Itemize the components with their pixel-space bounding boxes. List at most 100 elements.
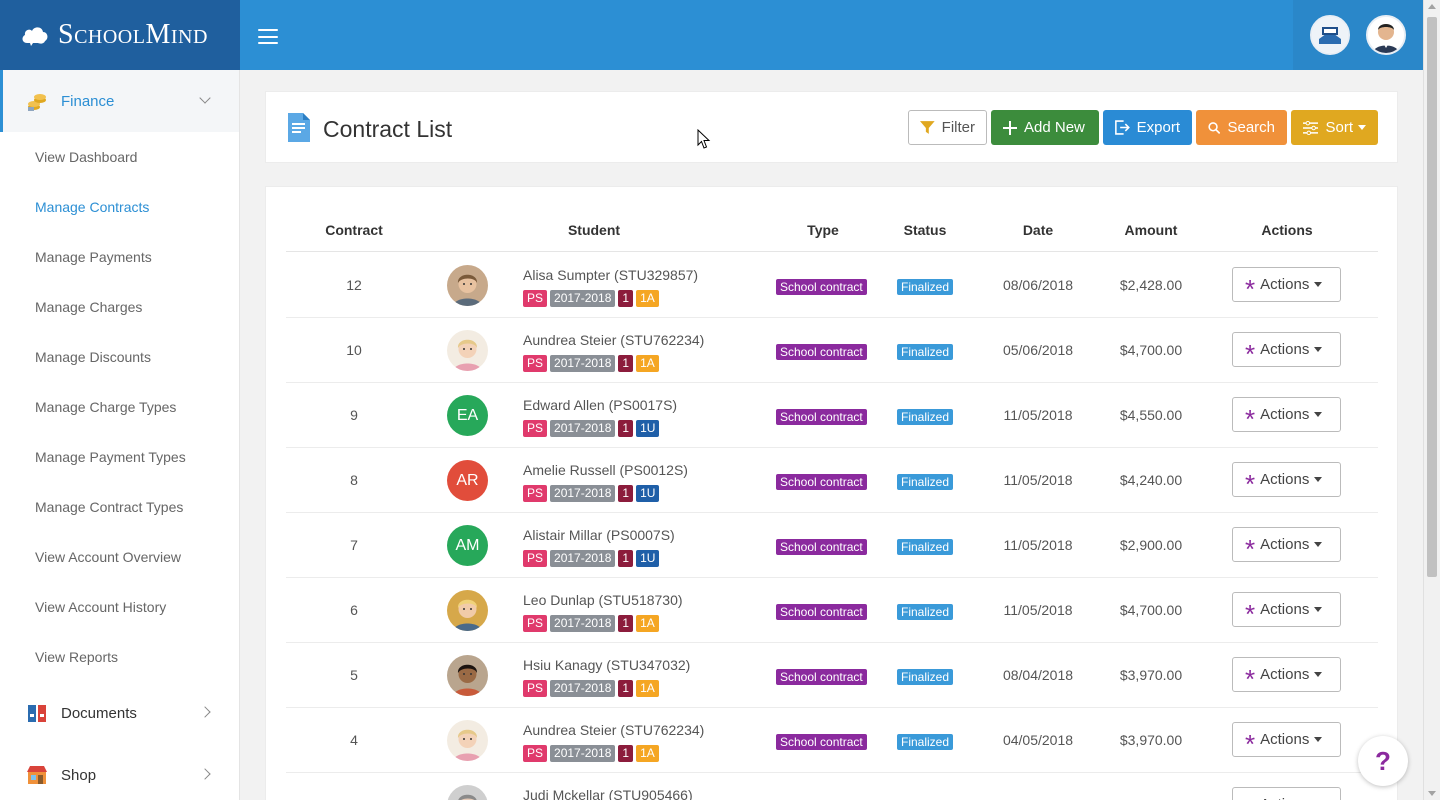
sidebar-item-manage-contracts[interactable]: Manage Contracts <box>35 199 150 215</box>
table-row[interactable]: 10 Aundrea Steier (STU762234) PS 2017-2018 1… <box>286 318 1378 383</box>
scroll-down-icon[interactable] <box>1428 791 1436 796</box>
student-tag: 1A <box>636 745 659 762</box>
actions-label: Actions <box>1260 471 1310 488</box>
export-button[interactable]: Export <box>1103 110 1192 145</box>
scroll-up-icon[interactable] <box>1428 4 1436 9</box>
contracts-table: Contract Student Type Status Date Amount… <box>265 186 1398 800</box>
actions-dropdown-button[interactable]: *Actions <box>1232 527 1341 562</box>
actions-dropdown-button[interactable]: *Actions <box>1232 657 1341 692</box>
actions-dropdown-button[interactable]: *Actions <box>1232 332 1341 367</box>
search-button[interactable]: Search <box>1196 110 1287 145</box>
table-row[interactable]: 6 Leo Dunlap (STU518730) PS 2017-2018 1 1A Sch… <box>286 578 1378 643</box>
filter-button[interactable]: Filter <box>908 110 987 145</box>
student-photo-avatar <box>447 265 488 306</box>
student-name-link[interactable]: Judi Mckellar (STU905466) <box>523 787 693 800</box>
sidebar-item-view-reports[interactable]: View Reports <box>35 649 119 665</box>
table-row[interactable]: 12 Alisa Sumpter (STU329857) PS 2017-2018 1 1… <box>286 253 1378 318</box>
column-header-contract[interactable]: Contract <box>325 222 383 238</box>
student-name-link[interactable]: Aundrea Steier (STU762234) <box>523 332 705 348</box>
sidebar-item-manage-charge-types[interactable]: Manage Charge Types <box>35 399 177 415</box>
student-name-link[interactable]: Amelie Russell (PS0012S) <box>523 462 688 478</box>
contract-date: 11/05/2018 <box>1003 407 1073 423</box>
student-tag: 2017-2018 <box>550 745 616 762</box>
student-tag: 1 <box>618 745 634 762</box>
sidebar-item-view-dashboard[interactable]: View Dashboard <box>35 149 138 165</box>
sidebar-section-finance[interactable]: Finance <box>0 70 239 132</box>
student-tags: PS 2017-2018 1 1U <box>523 420 660 437</box>
contract-amount: $3,970.00 <box>1119 732 1183 748</box>
help-button[interactable]: ? <box>1358 736 1408 786</box>
contract-date: 08/04/2018 <box>1002 667 1074 683</box>
table-row[interactable]: 4 Aundrea Steier (STU762234) PS 2017-2018 1 1… <box>286 708 1378 773</box>
caret-down-icon <box>1314 282 1323 287</box>
contract-type-badge: School contract <box>776 343 867 360</box>
student-tag: 1U <box>636 420 660 437</box>
column-header-type[interactable]: Type <box>807 222 839 238</box>
sidebar-item-manage-discounts[interactable]: Manage Discounts <box>35 349 151 365</box>
actions-dropdown-button[interactable]: *Actions <box>1232 267 1341 302</box>
status-label: Finalized <box>897 539 954 555</box>
add-new-button[interactable]: Add New <box>991 110 1099 145</box>
actions-dropdown-button[interactable]: *Actions <box>1232 592 1341 627</box>
student-tag: 1 <box>618 420 634 437</box>
table-row[interactable]: 5 Hsiu Kanagy (STU347032) PS 2017-2018 1 1A Sc… <box>286 643 1378 708</box>
contract-date: 11/05/2018 <box>1003 472 1073 488</box>
student-tag: PS <box>523 550 548 567</box>
table-row[interactable]: 9 EA Edward Allen (PS0017S) PS 2017-2018 1 1U S… <box>286 383 1378 448</box>
student-tag: PS <box>523 680 548 697</box>
actions-dropdown-button[interactable]: *Actions <box>1232 722 1341 757</box>
school-logo-avatar[interactable] <box>1309 15 1350 55</box>
contract-type-badge: School contract <box>776 278 867 295</box>
sidebar-item-manage-contract-types[interactable]: Manage Contract Types <box>35 499 184 515</box>
menu-toggle-icon[interactable] <box>258 29 278 44</box>
sidebar-item-view-account-overview[interactable]: View Account Overview <box>35 549 182 565</box>
contract-number: 10 <box>346 342 362 358</box>
help-label: ? <box>1375 745 1391 776</box>
asterisk-icon: * <box>1245 338 1256 369</box>
filter-button-label: Filter <box>941 119 975 136</box>
status-label: Finalized <box>897 279 954 295</box>
student-name-link[interactable]: Hsiu Kanagy (STU347032) <box>523 657 691 673</box>
table-row[interactable]: 8 AR Amelie Russell (PS0012S) PS 2017-2018 1 1… <box>286 448 1378 513</box>
actions-dropdown-button[interactable]: *Actions <box>1232 787 1341 800</box>
scroll-thumb[interactable] <box>1427 17 1437 577</box>
actions-dropdown-button[interactable]: *Actions <box>1232 397 1341 432</box>
caret-down-icon <box>1314 412 1323 417</box>
student-tag: 1 <box>618 550 634 567</box>
sidebar-item-manage-payment-types[interactable]: Manage Payment Types <box>35 449 186 465</box>
student-name-link[interactable]: Leo Dunlap (STU518730) <box>523 592 683 608</box>
sliders-icon <box>1303 120 1319 135</box>
sidebar-section-documents[interactable]: Documents <box>0 682 239 744</box>
sidebar-item-manage-payments[interactable]: Manage Payments <box>35 249 152 265</box>
status-label: Finalized <box>897 344 954 360</box>
sidebar-item-manage-charges[interactable]: Manage Charges <box>35 299 143 315</box>
student-name-link[interactable]: Alisa Sumpter (STU329857) <box>523 267 699 283</box>
student-tag: 2017-2018 <box>550 420 616 437</box>
brand-logo[interactable]: SchoolMind <box>0 0 240 70</box>
column-header-date[interactable]: Date <box>1022 222 1054 238</box>
contract-date: 08/06/2018 <box>1002 277 1074 293</box>
student-tags: PS 2017-2018 1 1A <box>523 355 659 372</box>
student-name-link[interactable]: Edward Allen (PS0017S) <box>523 397 678 413</box>
user-avatar[interactable] <box>1366 15 1407 55</box>
student-photo-avatar <box>447 330 488 371</box>
contract-type-label: School contract <box>776 734 867 750</box>
sidebar-item-view-account-history[interactable]: View Account History <box>35 599 167 615</box>
column-header-status[interactable]: Status <box>903 222 947 238</box>
status-label: Finalized <box>897 604 954 620</box>
status-badge: Finalized <box>897 668 954 685</box>
student-name-link[interactable]: Aundrea Steier (STU762234) <box>523 722 705 738</box>
sidebar-section-shop[interactable]: Shop <box>0 744 239 800</box>
page-scrollbar[interactable] <box>1423 0 1440 800</box>
contract-type-badge: School contract <box>776 408 867 425</box>
table-row[interactable]: 7 AM Alistair Millar (PS0007S) PS 2017-2018 1… <box>286 513 1378 578</box>
contract-amount: $4,700.00 <box>1119 602 1183 618</box>
column-header-student[interactable]: Student <box>567 222 621 238</box>
table-row[interactable]: Judi Mckellar (STU905466) * Actions <box>286 773 1378 800</box>
toolbar: Filter Add New Export Search Sort <box>908 110 1378 145</box>
contract-number: 6 <box>350 602 358 618</box>
actions-dropdown-button[interactable]: *Actions <box>1232 462 1341 497</box>
sort-button[interactable]: Sort <box>1291 110 1378 145</box>
student-name-link[interactable]: Alistair Millar (PS0007S) <box>523 527 675 543</box>
column-header-amount[interactable]: Amount <box>1124 222 1178 238</box>
